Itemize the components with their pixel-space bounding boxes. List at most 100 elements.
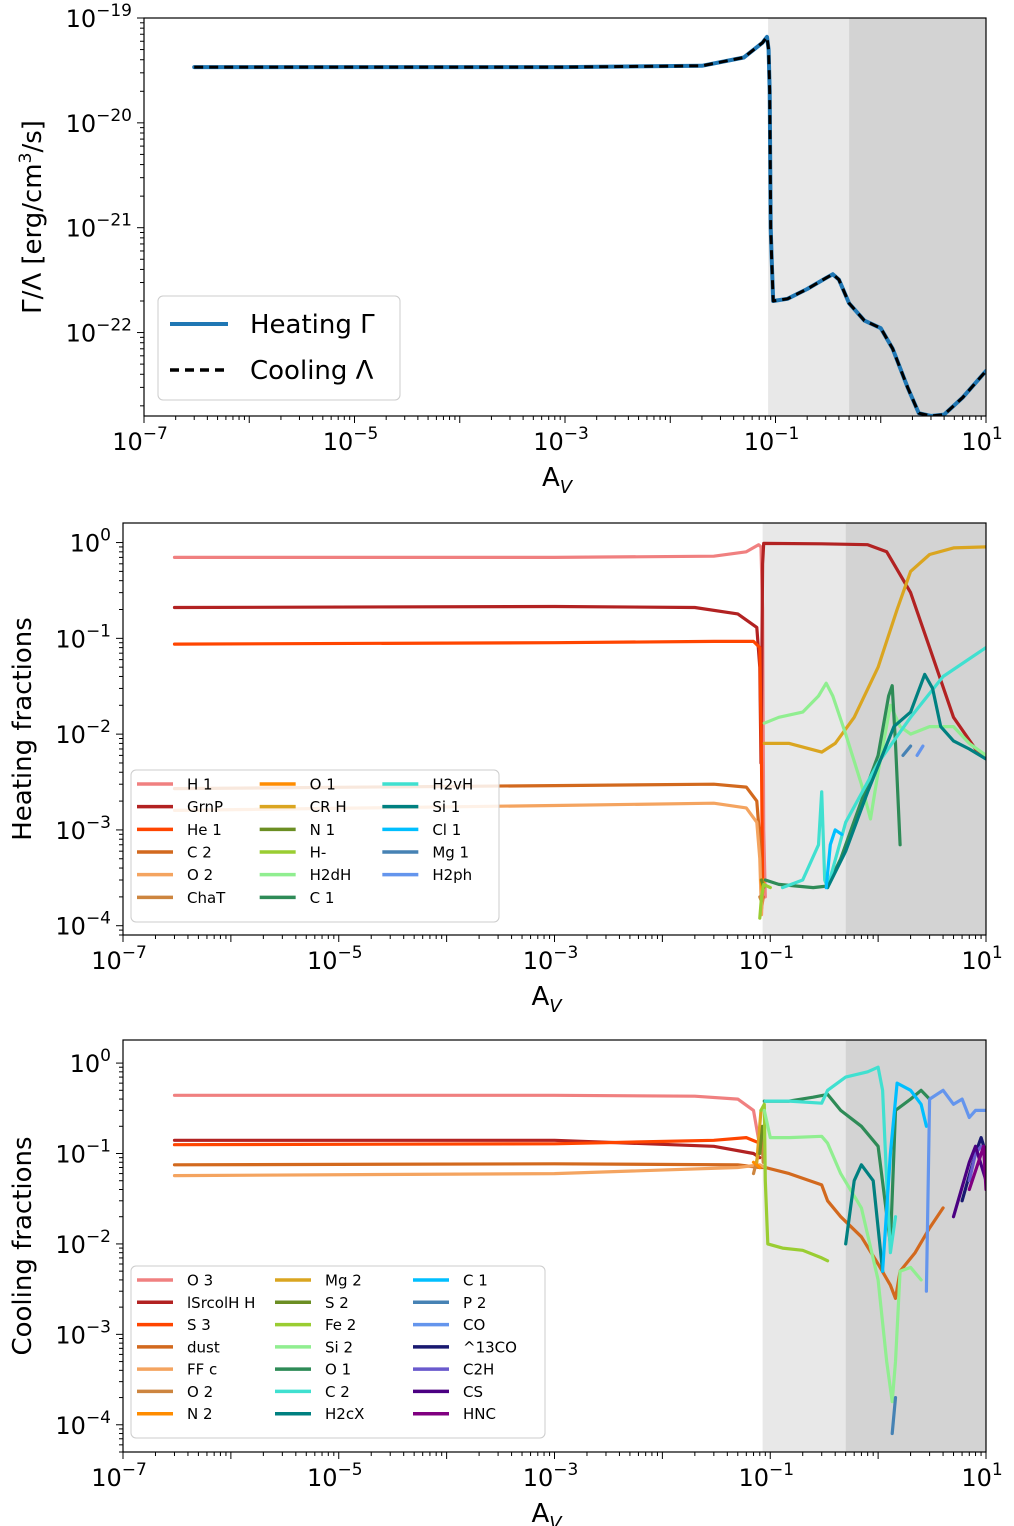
legend-label: Si 2 bbox=[325, 1338, 353, 1356]
shaded-region-2 bbox=[845, 523, 986, 935]
legend-label: CR H bbox=[310, 798, 347, 816]
legend: H 1 GrnP He 1 C 2 O 2 ChaT O 1 CR H N 1 H- H2dH C 1… bbox=[130, 769, 500, 923]
legend-label: S 3 bbox=[187, 1316, 211, 1334]
series-line-h- bbox=[758, 882, 772, 920]
legend-label: Mg 1 bbox=[432, 844, 469, 862]
legend-label: CO bbox=[463, 1316, 485, 1334]
series-line-s-2 bbox=[758, 1124, 765, 1156]
x-tick-label: 10−5 bbox=[307, 943, 363, 975]
y-axis-label: Heating fractions bbox=[8, 617, 38, 841]
y-tick-label: 10−4 bbox=[55, 1408, 111, 1440]
chart-panel-3: 10−7 10−5 10−3 10−1 101 100 10−1 10−2 10−3 10−4 AV… bbox=[8, 1039, 1003, 1526]
legend-label: O 2 bbox=[187, 866, 213, 884]
y-tick-label: 10−3 bbox=[55, 1317, 111, 1349]
x-tick-label: 101 bbox=[961, 1460, 1002, 1492]
series-group bbox=[172, 1065, 986, 1436]
series-group bbox=[172, 541, 986, 920]
legend-label: CS bbox=[463, 1383, 483, 1401]
x-tick-label: 10−1 bbox=[738, 1460, 794, 1492]
y-tick-label: 10−21 bbox=[66, 211, 132, 243]
y-axis-label: Γ/Λ [erg/cm3/s] bbox=[16, 120, 48, 314]
legend-box bbox=[130, 1265, 546, 1439]
y-tick-label: 10−19 bbox=[66, 1, 132, 33]
legend-label: H 1 bbox=[187, 776, 213, 794]
y-tick-label: 10−1 bbox=[55, 621, 111, 653]
legend-label: C 1 bbox=[310, 889, 335, 907]
x-tick-label: 10−1 bbox=[738, 943, 794, 975]
legend-label: He 1 bbox=[187, 821, 222, 839]
series-line-cooling- bbox=[194, 35, 986, 416]
y-tick-label: 10−2 bbox=[55, 717, 111, 749]
legend-label: O 3 bbox=[187, 1272, 213, 1290]
series-line-c-1 bbox=[881, 1081, 928, 1273]
series-line-h2dh bbox=[762, 681, 986, 821]
series-line-n-2 bbox=[751, 1160, 762, 1170]
legend-label: lSrcolH H bbox=[187, 1294, 255, 1312]
legend-label: C 2 bbox=[325, 1383, 350, 1401]
x-axis-label: AV bbox=[531, 982, 563, 1017]
x-tick-label: 10−3 bbox=[523, 943, 579, 975]
legend-label: Heating Γ bbox=[250, 310, 375, 340]
legend-label: O 1 bbox=[310, 776, 336, 794]
legend-label: Cl 1 bbox=[432, 821, 461, 839]
legend-label: P 2 bbox=[463, 1294, 486, 1312]
legend-label: N 1 bbox=[310, 821, 336, 839]
shaded-region-2 bbox=[849, 18, 986, 416]
legend-label: Fe 2 bbox=[325, 1316, 356, 1334]
legend-label: C2H bbox=[463, 1361, 494, 1379]
legend: O 3 lSrcolH H S 3 dust FF c O 2 N 2 Mg 2 S 2 Fe 2… bbox=[130, 1265, 546, 1439]
series-line-mg-2 bbox=[755, 1108, 763, 1164]
legend-label: FF c bbox=[187, 1361, 217, 1379]
y-tick-label: 10−3 bbox=[55, 813, 111, 845]
x-tick-label: 101 bbox=[961, 943, 1002, 975]
y-axis-label: Cooling fractions bbox=[8, 1136, 38, 1355]
y-tick-label: 10−20 bbox=[66, 106, 132, 138]
series-line-c2h bbox=[967, 1144, 983, 1183]
legend-label: H2cX bbox=[325, 1405, 364, 1423]
y-tick-label: 100 bbox=[70, 526, 111, 558]
series-line-lsrcolh-h bbox=[172, 1138, 762, 1160]
legend-label: C 1 bbox=[463, 1272, 488, 1290]
legend-label: H2dH bbox=[310, 866, 352, 884]
series-line-cl-1 bbox=[824, 828, 844, 890]
series-line-p-2 bbox=[890, 1396, 898, 1436]
series-line-co bbox=[924, 1088, 986, 1293]
chart-panel-1: 10−7 10−5 10−3 10−1 101 10−19 10−20 10−21 10−22 A… bbox=[16, 1, 1003, 498]
series-line-he-1 bbox=[172, 639, 765, 882]
series-line-mg-1 bbox=[901, 744, 913, 757]
series-line-grnp bbox=[172, 541, 986, 765]
series-line-c-1 bbox=[763, 684, 902, 890]
series-line-h2cx bbox=[844, 1163, 885, 1273]
x-tick-label: 10−7 bbox=[91, 1460, 147, 1492]
chart-panel-2: 10−7 10−5 10−3 10−1 101 100 10−1 10−2 10−3 10−4 AV… bbox=[8, 522, 1003, 1017]
x-axis-label: AV bbox=[542, 463, 574, 498]
series-line-h2ph bbox=[915, 744, 925, 757]
legend-label: ChaT bbox=[187, 889, 226, 907]
x-tick-label: 10−7 bbox=[91, 943, 147, 975]
legend-label: S 2 bbox=[325, 1294, 349, 1312]
series-line-si-1 bbox=[826, 672, 986, 890]
x-tick-label: 10−3 bbox=[533, 424, 589, 456]
y-tick-label: 10−4 bbox=[55, 909, 111, 941]
legend-label: dust bbox=[187, 1338, 220, 1356]
legend-label: Si 1 bbox=[432, 798, 460, 816]
series-line-si-2 bbox=[762, 1108, 923, 1404]
series-line-cr-h bbox=[762, 545, 986, 754]
legend: Heating Γ Cooling Λ bbox=[157, 295, 401, 401]
legend-label: HNC bbox=[463, 1405, 496, 1423]
shaded-region-1 bbox=[762, 523, 846, 935]
x-tick-label: 10−7 bbox=[112, 424, 168, 456]
legend-label: C 2 bbox=[187, 844, 212, 862]
legend-label: GrnP bbox=[187, 798, 223, 816]
legend-label: H2ph bbox=[432, 866, 472, 884]
y-tick-label: 10−1 bbox=[55, 1137, 111, 1169]
legend-label: H- bbox=[310, 844, 327, 862]
legend-label: O 1 bbox=[325, 1361, 351, 1379]
series-group bbox=[192, 34, 986, 416]
series-line-cs bbox=[951, 1144, 986, 1219]
y-tick-label: 100 bbox=[70, 1046, 111, 1078]
series-line-o-1 bbox=[762, 1088, 932, 1246]
legend-label: N 2 bbox=[187, 1405, 213, 1423]
legend-label: H2vH bbox=[432, 776, 473, 794]
